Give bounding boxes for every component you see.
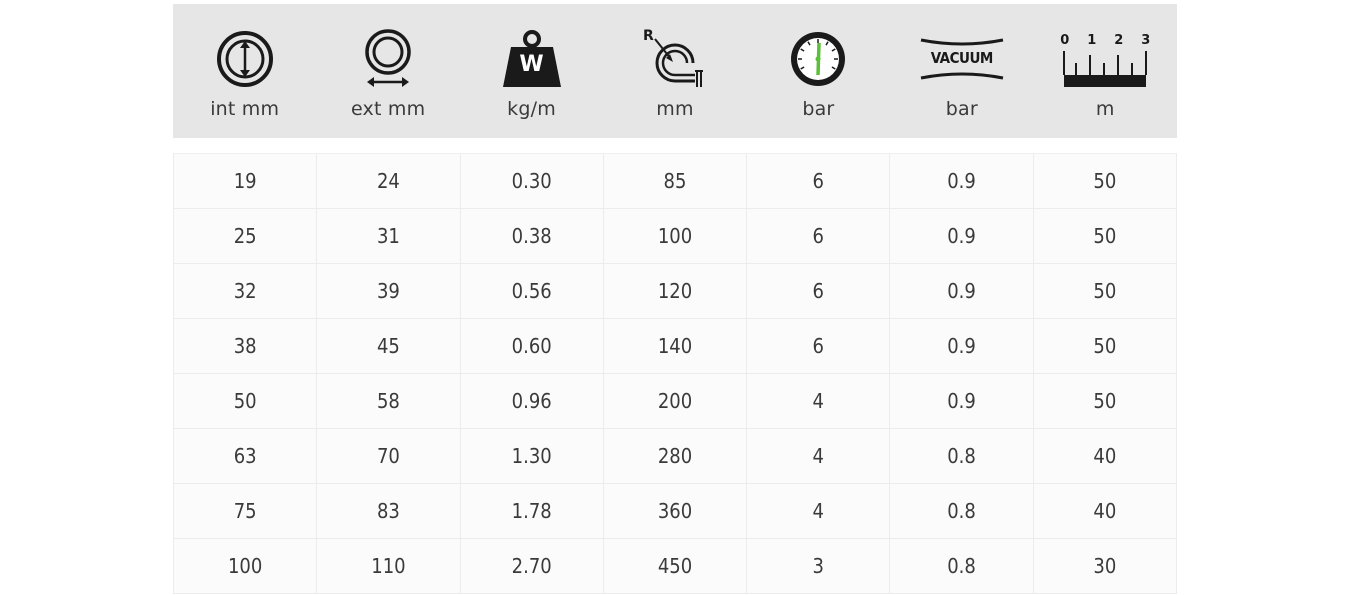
bend-radius-symbol: R [642, 28, 654, 44]
table-row: 75 83 1.78 360 4 0.8 40 [173, 484, 1177, 539]
vacuum-icon: VACUUM [919, 28, 1005, 90]
table-cell: 0.9 [890, 374, 1034, 428]
table-cell: 0.9 [890, 209, 1034, 263]
table-cell: 40 [1033, 484, 1177, 538]
ruler-tick-labels: 0 1 2 3 [1060, 33, 1150, 48]
table-row: 19 24 0.30 85 6 0.9 50 [173, 154, 1177, 209]
table-cell: 85 [603, 154, 748, 208]
table-cell: 200 [603, 374, 748, 428]
table-header: int mm ext mm W k [173, 4, 1177, 138]
table-cell: 360 [603, 484, 748, 538]
column-header-vacuum: VACUUM bar [890, 4, 1033, 138]
table-cell: 40 [1033, 429, 1177, 483]
table-cell: 0.96 [460, 374, 604, 428]
table-cell: 120 [603, 264, 748, 318]
table-cell: 1.78 [460, 484, 604, 538]
table-cell: 0.8 [890, 539, 1034, 593]
table-cell: 32 [173, 264, 318, 318]
table-cell: 0.9 [890, 154, 1034, 208]
table-row: 100 110 2.70 450 3 0.8 30 [173, 539, 1177, 594]
table-cell: 50 [1033, 374, 1177, 428]
column-unit: ext mm [350, 98, 426, 120]
ruler-tick-label: 1 [1087, 33, 1097, 48]
table-cell: 25 [173, 209, 318, 263]
table-row: 63 70 1.30 280 4 0.8 40 [173, 429, 1177, 484]
table-cell: 39 [317, 264, 461, 318]
column-unit: m [1095, 98, 1115, 120]
pressure-gauge-icon [788, 28, 848, 90]
table-cell: 6 [747, 209, 891, 263]
length-ruler-icon: 0 1 2 3 [1060, 28, 1150, 90]
table-cell: 0.9 [890, 264, 1034, 318]
table-cell: 0.8 [890, 429, 1034, 483]
ruler-tick-label: 0 [1060, 33, 1070, 48]
column-unit: bar [945, 98, 978, 120]
table-body: 19 24 0.30 85 6 0.9 50 25 31 0.38 100 6 0.9 50 32 39 0.5… [173, 153, 1177, 594]
table-cell: 50 [1033, 209, 1177, 263]
ruler-tick-label: 3 [1141, 33, 1151, 48]
table-cell: 0.9 [890, 319, 1034, 373]
table-cell: 6 [747, 264, 891, 318]
table-cell: 100 [173, 539, 318, 593]
table-cell: 450 [603, 539, 748, 593]
column-unit: mm [656, 98, 694, 120]
table-cell: 58 [317, 374, 461, 428]
table-cell: 45 [317, 319, 461, 373]
table-row: 25 31 0.38 100 6 0.9 50 [173, 209, 1177, 264]
bend-radius-icon: R [642, 28, 705, 90]
column-unit: int mm [210, 98, 280, 120]
table-cell: 2.70 [460, 539, 604, 593]
table-cell: 0.38 [460, 209, 604, 263]
column-unit: bar [802, 98, 835, 120]
weight-icon: W [501, 28, 563, 90]
table-cell: 6 [747, 319, 891, 373]
table-cell: 1.30 [460, 429, 604, 483]
table-cell: 50 [173, 374, 318, 428]
table-cell: 3 [747, 539, 891, 593]
table-cell: 50 [1033, 319, 1177, 373]
table-cell: 24 [317, 154, 461, 208]
weight-symbol: W [519, 52, 544, 77]
hose-spec-table: int mm ext mm W k [173, 4, 1177, 594]
column-header-weight: W kg/m [460, 4, 603, 138]
table-cell: 38 [173, 319, 318, 373]
ruler-tick-label: 2 [1114, 33, 1124, 48]
table-row: 32 39 0.56 120 6 0.9 50 [173, 264, 1177, 319]
table-cell: 140 [603, 319, 748, 373]
table-cell: 110 [317, 539, 461, 593]
table-cell: 50 [1033, 264, 1177, 318]
table-cell: 4 [747, 484, 891, 538]
column-header-pressure: bar [747, 4, 890, 138]
table-cell: 63 [173, 429, 318, 483]
table-cell: 280 [603, 429, 748, 483]
outer-diameter-icon [363, 28, 413, 90]
table-cell: 0.30 [460, 154, 604, 208]
table-cell: 19 [173, 154, 318, 208]
table-cell: 0.60 [460, 319, 604, 373]
table-cell: 0.56 [460, 264, 604, 318]
table-row: 50 58 0.96 200 4 0.9 50 [173, 374, 1177, 429]
column-header-bend-radius: R mm [603, 4, 746, 138]
vacuum-label: VACUUM [930, 49, 994, 67]
table-cell: 75 [173, 484, 318, 538]
table-cell: 4 [747, 374, 891, 428]
table-cell: 0.8 [890, 484, 1034, 538]
table-cell: 100 [603, 209, 748, 263]
table-cell: 4 [747, 429, 891, 483]
table-cell: 30 [1033, 539, 1177, 593]
column-unit: kg/m [507, 98, 556, 120]
table-row: 38 45 0.60 140 6 0.9 50 [173, 319, 1177, 374]
table-cell: 50 [1033, 154, 1177, 208]
table-cell: 6 [747, 154, 891, 208]
table-cell: 83 [317, 484, 461, 538]
column-header-outer-diameter: ext mm [316, 4, 459, 138]
inner-diameter-icon [215, 28, 275, 90]
column-header-inner-diameter: int mm [173, 4, 316, 138]
column-header-length: 0 1 2 3 [1034, 4, 1177, 138]
table-cell: 70 [317, 429, 461, 483]
table-cell: 31 [317, 209, 461, 263]
